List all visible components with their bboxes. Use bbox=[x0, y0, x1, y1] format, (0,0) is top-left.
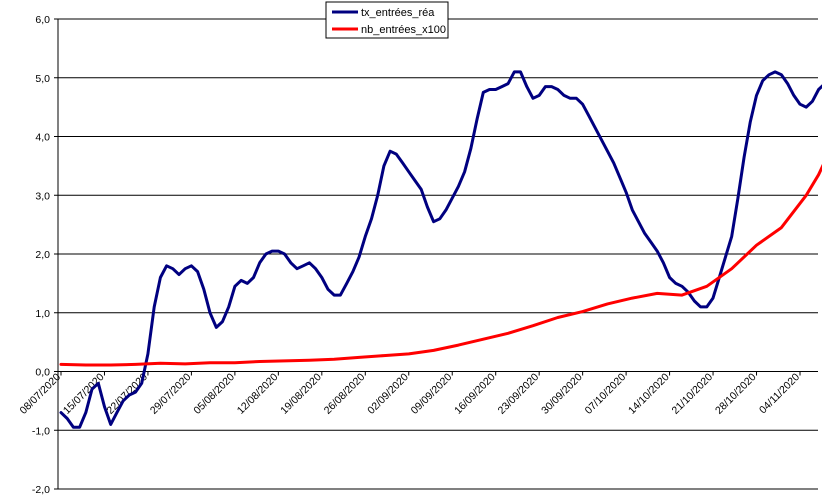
x-tick-label: 23/09/2020 bbox=[496, 371, 542, 417]
x-tick-label: 30/09/2020 bbox=[539, 371, 585, 417]
legend-label-nb: nb_entrées_x100 bbox=[361, 24, 446, 36]
legend-label-tx: tx_entrées_réa bbox=[361, 7, 435, 19]
x-tick-label: 09/09/2020 bbox=[409, 371, 455, 417]
y-tick-label: 2,0 bbox=[35, 249, 50, 261]
axis-layer: -2,0-1,00,01,02,03,04,05,06,008/07/20201… bbox=[17, 14, 802, 496]
series-line-nb-entrees-x100 bbox=[59, 163, 822, 367]
x-tick-label: 05/08/2020 bbox=[191, 371, 237, 417]
y-tick-label: -2,0 bbox=[32, 484, 50, 496]
x-tick-label: 02/09/2020 bbox=[365, 371, 411, 417]
legend: tx_entrées_réa nb_entrées_x100 bbox=[325, 1, 449, 39]
x-tick-label: 12/08/2020 bbox=[235, 371, 281, 417]
x-tick-label: 19/08/2020 bbox=[278, 371, 324, 417]
y-tick-label: 4,0 bbox=[35, 132, 50, 144]
y-tick-label: 6,0 bbox=[35, 14, 50, 26]
series-line-tx-entrees-rea bbox=[59, 70, 822, 429]
y-tick-label: 3,0 bbox=[35, 190, 50, 202]
x-tick-label: 04/11/2020 bbox=[757, 371, 802, 416]
series-layer bbox=[59, 70, 822, 429]
y-tick-label: 5,0 bbox=[35, 73, 50, 85]
y-tick-label: -1,0 bbox=[32, 425, 50, 437]
x-tick-label: 14/10/2020 bbox=[626, 371, 672, 417]
y-tick-label: 1,0 bbox=[35, 308, 50, 320]
x-tick-label: 26/08/2020 bbox=[322, 371, 368, 417]
x-tick-label: 07/10/2020 bbox=[583, 371, 629, 417]
x-tick-label: 21/10/2020 bbox=[670, 371, 716, 417]
x-tick-label: 16/09/2020 bbox=[452, 371, 498, 417]
grid-layer bbox=[58, 18, 818, 490]
x-tick-label: 28/10/2020 bbox=[713, 371, 759, 417]
x-tick-label: 29/07/2020 bbox=[148, 371, 194, 417]
y-tick-label: 0,0 bbox=[35, 367, 50, 379]
legend-box bbox=[325, 1, 449, 39]
